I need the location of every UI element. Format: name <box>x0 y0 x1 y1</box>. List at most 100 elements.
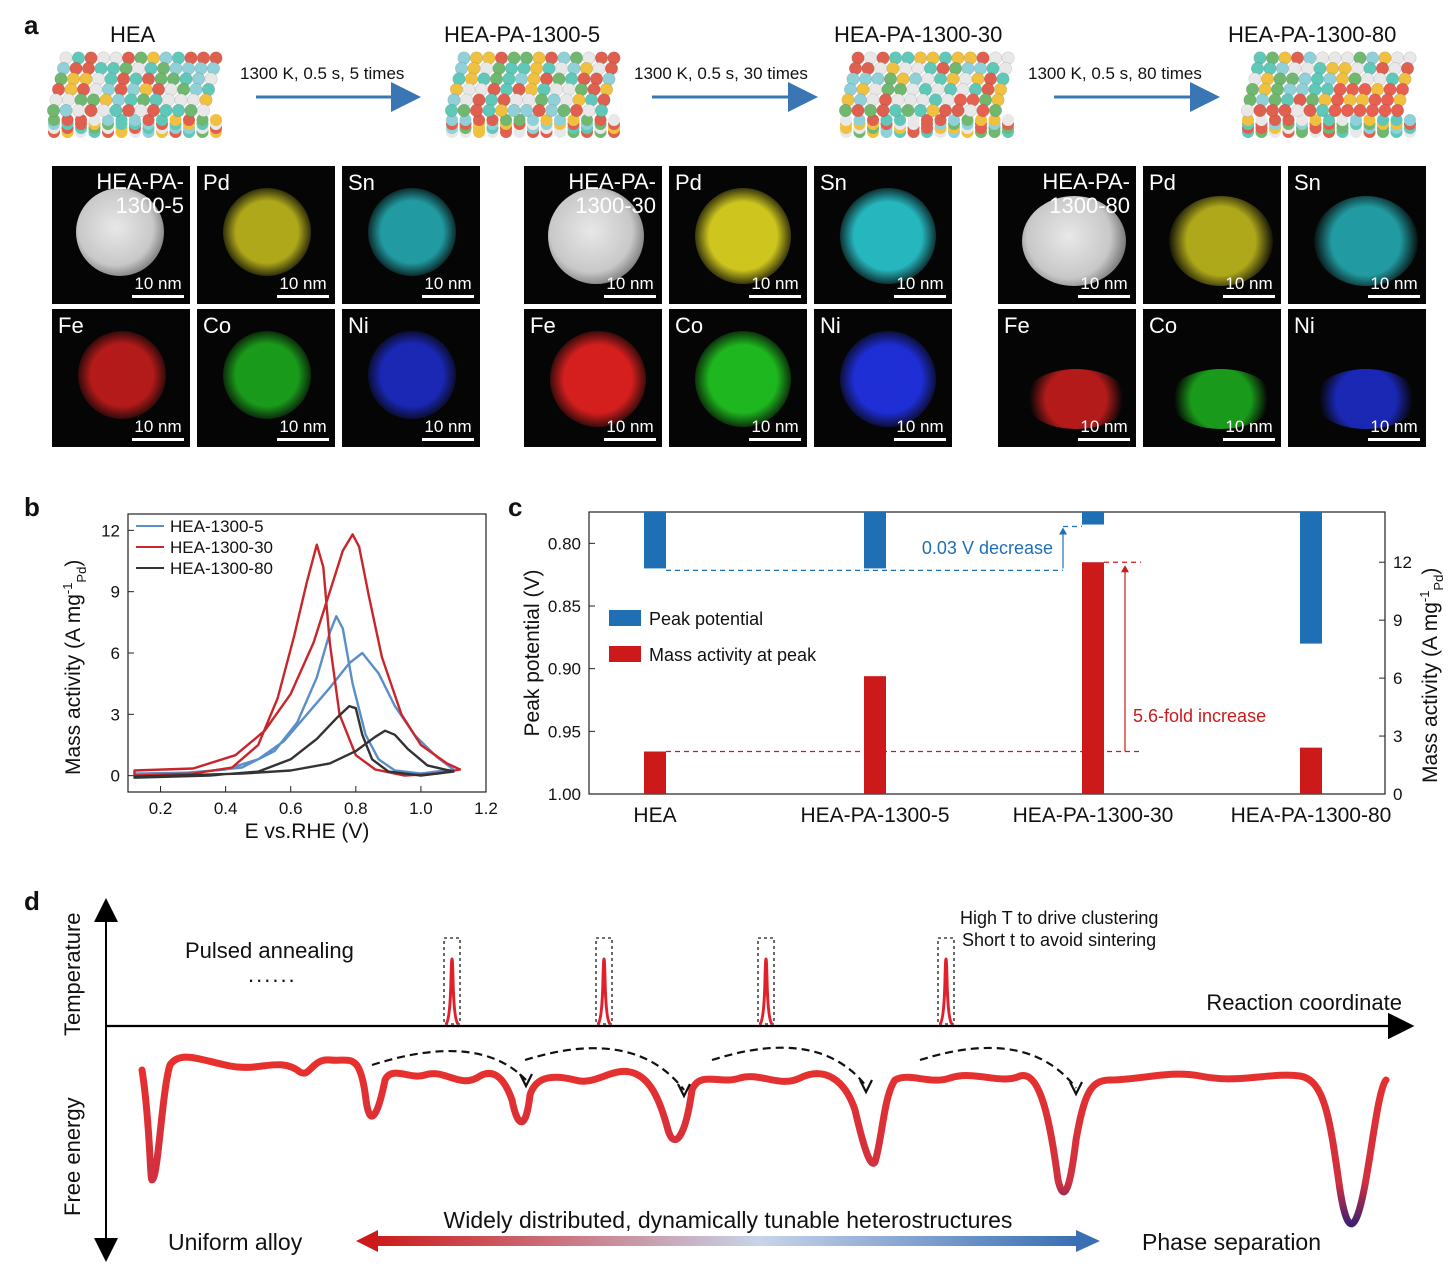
spectrum-arrow-right <box>1076 1230 1100 1252</box>
left-tick-label: 0.95 <box>548 722 581 741</box>
atom-side <box>1323 114 1335 126</box>
scale-bar: 10 nm <box>132 274 184 298</box>
eds-tile-1-fe: Fe 10 nm <box>524 309 662 447</box>
atom <box>939 103 953 117</box>
annot-arrowhead <box>1059 527 1067 535</box>
atom-side <box>554 114 566 126</box>
atom <box>1366 103 1380 117</box>
x-tick-label: 0.8 <box>344 799 368 818</box>
eds-tile-0-sn: Sn 10 nm <box>342 166 480 304</box>
scale-bar: 10 nm <box>894 274 946 298</box>
eds-tile-label: Sn <box>820 170 847 195</box>
eds-tile-label: Fe <box>58 313 84 338</box>
particle-image <box>78 331 166 419</box>
hop-arrowhead <box>677 1083 691 1099</box>
atom-side <box>129 114 141 126</box>
stage-label-pa-80: HEA-PA-1300-80 <box>1228 22 1397 47</box>
bar-mass-activity <box>644 751 666 794</box>
particle-image <box>840 331 936 427</box>
eds-tile-2-pd: Pd 10 nm <box>1143 166 1281 304</box>
atom <box>570 103 584 117</box>
label-phase-separation: Phase separation <box>1142 1229 1321 1255</box>
right-axis-label-sub: Pd <box>1431 575 1445 591</box>
note-short-t: Short t to avoid sintering <box>962 930 1156 950</box>
atom-side <box>880 114 893 126</box>
hop-arrowhead <box>1069 1081 1083 1097</box>
atom-side <box>169 114 182 126</box>
atom <box>901 103 915 117</box>
atom-side <box>500 114 512 126</box>
y-axis-label: Mass activity (A mg-1Pd) <box>60 560 89 775</box>
y-tick-label: 3 <box>111 705 120 724</box>
plot-frame <box>588 511 1386 795</box>
atom-side <box>61 114 74 126</box>
panel-c-letter: c <box>508 492 523 522</box>
particle-image <box>223 188 311 276</box>
eds-tile-label: Fe <box>1004 313 1030 338</box>
left-tick-label: 0.90 <box>548 660 581 679</box>
atom-side <box>210 114 222 126</box>
pulse-box <box>757 937 775 1025</box>
scale-bar: 10 nm <box>604 274 656 298</box>
eds-tile-2-co: Co 10 nm <box>1143 309 1281 447</box>
atom <box>1378 103 1392 117</box>
atom-side <box>1255 114 1268 126</box>
x-label-reaction-coordinate: Reaction coordinate <box>1206 990 1402 1015</box>
slab-pa-80 <box>1241 51 1417 138</box>
eds-tile-0-ni: Ni 10 nm <box>342 309 480 447</box>
atom <box>494 103 508 117</box>
label-heterostructures: Widely distributed, dynamically tunable … <box>444 1207 1013 1233</box>
slab-pa-5 <box>445 51 621 138</box>
left-tick-label: 0.85 <box>548 597 581 616</box>
particle-image <box>695 188 791 284</box>
atom-side <box>1002 114 1014 126</box>
atom <box>851 103 865 117</box>
y-axis-label-sub: Pd <box>74 567 89 583</box>
atom <box>1253 103 1267 117</box>
atom-side <box>75 114 87 126</box>
atom-side <box>1296 114 1308 126</box>
atom-side <box>948 114 960 126</box>
atom-side <box>486 114 499 126</box>
x-tick-label: 0.2 <box>149 799 173 818</box>
x-tick-label: 1.0 <box>409 799 433 818</box>
atom <box>1316 103 1330 117</box>
ellipsis: ...... <box>248 962 297 987</box>
series-line-HEA-1300-30 <box>133 533 462 777</box>
y-label-temperature: Temperature <box>60 912 85 1036</box>
atom-side <box>934 114 947 126</box>
left-tick-label: 0.80 <box>548 534 581 553</box>
legend-label: HEA-1300-5 <box>170 517 264 536</box>
free-energy-landscape <box>138 1053 1390 1228</box>
x-axis-label: E vs.RHE (V) <box>245 820 370 843</box>
atom-side <box>1309 114 1322 126</box>
particle-image <box>1314 196 1418 286</box>
eds-tile-label: Ni <box>820 313 841 338</box>
bar-mass-activity <box>1082 562 1104 794</box>
atom-side <box>961 114 974 126</box>
x-tick-label: 0.4 <box>214 799 238 818</box>
eds-tile-label: Ni <box>348 313 369 338</box>
atom <box>582 103 596 117</box>
atom-side <box>608 114 620 126</box>
atom-side <box>1282 114 1295 126</box>
atom-side <box>1390 114 1403 126</box>
atom <box>545 103 559 117</box>
y-tick-label: 6 <box>111 644 120 663</box>
eds-tile-1-pd: Pd 10 nm <box>669 166 807 304</box>
pulse-box <box>937 937 955 1025</box>
atom <box>122 103 136 117</box>
particle-image <box>548 188 644 284</box>
right-axis-label-sup: -1 <box>1417 591 1432 603</box>
atom-side <box>581 114 593 126</box>
atom <box>172 103 186 117</box>
right-tick-label: 6 <box>1393 669 1402 688</box>
eds-tile-0-pd: Pd 10 nm <box>197 166 335 304</box>
atom <box>507 103 521 117</box>
eds-tile-2-ni: Ni 10 nm <box>1288 309 1426 447</box>
annot-increase: 5.6-fold increase <box>1133 706 1266 726</box>
pulse-peak <box>444 957 460 1026</box>
atom-side <box>142 114 155 126</box>
particle-image <box>695 331 791 427</box>
atom-side <box>907 114 920 126</box>
